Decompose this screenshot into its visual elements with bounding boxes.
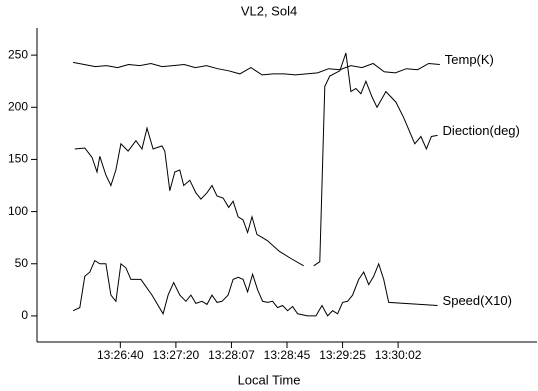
y-tick-label: 0	[21, 308, 28, 322]
series-label: Diection(deg)	[443, 123, 520, 138]
x-tick-label: 13:28:07	[208, 348, 255, 362]
x-tick-label: 13:28:45	[264, 348, 311, 362]
series-line	[74, 52, 438, 267]
series-line	[72, 259, 438, 317]
y-tick-label: 150	[8, 152, 28, 166]
series-label: Temp(K)	[445, 52, 494, 67]
series-label: Speed(X10)	[443, 293, 512, 308]
x-tick-label: 13:29:25	[319, 348, 366, 362]
x-tick-label: 13:30:02	[375, 348, 422, 362]
series-line	[73, 61, 440, 76]
y-tick-label: 50	[15, 256, 29, 270]
x-tick-label: 13:27:20	[153, 348, 200, 362]
y-tick-label: 200	[8, 99, 28, 113]
y-tick-label: 250	[8, 47, 28, 61]
x-axis-label: Local Time	[238, 372, 301, 387]
x-tick-label: 13:26:40	[97, 348, 144, 362]
chart-title: VL2, Sol4	[241, 3, 297, 18]
y-tick-label: 100	[8, 204, 28, 218]
